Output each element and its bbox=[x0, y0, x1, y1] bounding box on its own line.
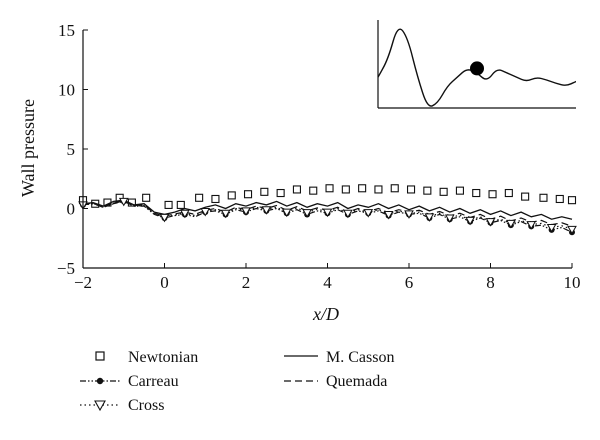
inset-diagram bbox=[377, 20, 577, 109]
legend-item-m-casson: M. Casson bbox=[284, 349, 394, 366]
data-point-cross bbox=[506, 219, 516, 229]
data-point-cross bbox=[180, 209, 190, 219]
data-point-cross bbox=[363, 209, 374, 218]
data-point-cross bbox=[200, 207, 211, 217]
data-point-newtonian bbox=[176, 200, 185, 209]
data-point-newtonian bbox=[325, 184, 334, 193]
y-tick-label: 15 bbox=[58, 21, 75, 40]
y-tick-label: −5 bbox=[57, 259, 75, 278]
legend-item-newtonian: Newtonian bbox=[95, 349, 198, 366]
data-point-cross bbox=[261, 206, 272, 215]
inset-probe-point bbox=[470, 61, 484, 76]
legend-marker-newtonian bbox=[95, 351, 105, 361]
data-point-newtonian bbox=[227, 191, 236, 200]
data-point-newtonian bbox=[164, 200, 173, 209]
legend-item-cross: Cross bbox=[80, 397, 164, 414]
x-tick-label: 4 bbox=[323, 273, 332, 292]
data-point-cross bbox=[567, 225, 577, 235]
data-point-newtonian bbox=[423, 186, 432, 195]
legend-item-carreau: Carreau bbox=[80, 373, 179, 390]
data-point-newtonian bbox=[243, 190, 253, 199]
x-tick-label: 8 bbox=[486, 273, 495, 292]
plot-area bbox=[78, 184, 577, 236]
data-point-cross bbox=[281, 208, 292, 218]
data-point-cross bbox=[241, 207, 251, 216]
data-point-newtonian bbox=[341, 185, 350, 194]
data-point-cross bbox=[118, 197, 129, 207]
x-tick-label: 10 bbox=[564, 273, 581, 292]
y-tick-label: 0 bbox=[67, 200, 76, 219]
data-point-newtonian bbox=[358, 184, 367, 193]
legend-label-carreau: Carreau bbox=[128, 373, 179, 390]
legend-label-m-casson: M. Casson bbox=[326, 349, 394, 366]
x-tick-label: 6 bbox=[405, 273, 414, 292]
y-tick-label: 10 bbox=[58, 81, 75, 100]
data-point-newtonian bbox=[539, 193, 548, 202]
y-axis-label: Wall pressure bbox=[18, 99, 38, 197]
data-point-newtonian bbox=[472, 188, 481, 198]
data-point-cross bbox=[485, 218, 496, 227]
legend-marker-carreau bbox=[96, 377, 104, 385]
legend-item-quemada: Quemada bbox=[284, 373, 387, 390]
data-point-cross bbox=[526, 221, 537, 230]
data-point-newtonian bbox=[142, 193, 151, 202]
x-axis-label: x/D bbox=[312, 304, 339, 324]
data-point-cross bbox=[220, 209, 231, 219]
x-tick-label: 2 bbox=[242, 273, 251, 292]
y-tick-label: 5 bbox=[67, 140, 76, 159]
data-point-newtonian bbox=[521, 192, 530, 201]
legend-label-cross: Cross bbox=[128, 397, 164, 414]
legend-label-newtonian: Newtonian bbox=[128, 349, 198, 366]
data-point-newtonian bbox=[195, 193, 204, 202]
data-point-newtonian bbox=[455, 186, 464, 195]
data-point-cross bbox=[343, 209, 353, 219]
legend: Newtonian Carreau Cross M. Casson Quemad… bbox=[80, 349, 394, 414]
data-point-newtonian bbox=[260, 187, 269, 196]
data-point-newtonian bbox=[276, 188, 285, 198]
data-point-newtonian bbox=[390, 184, 399, 193]
legend-label-quemada: Quemada bbox=[326, 373, 387, 390]
legend-marker-cross bbox=[94, 400, 106, 412]
data-point-cross bbox=[404, 210, 414, 219]
x-tick-label: −2 bbox=[74, 273, 92, 292]
data-point-cross bbox=[546, 224, 557, 233]
data-point-newtonian bbox=[555, 194, 564, 204]
data-point-cross bbox=[159, 213, 170, 223]
data-point-cross bbox=[383, 210, 394, 220]
axes: −2 0 2 4 6 8 10 −5 0 5 10 15 bbox=[57, 21, 581, 292]
data-point-cross bbox=[444, 214, 455, 224]
data-point-newtonian bbox=[504, 188, 513, 198]
series-newtonian bbox=[78, 184, 577, 209]
data-point-newtonian bbox=[374, 185, 383, 194]
data-point-cross bbox=[424, 213, 435, 222]
data-point-cross bbox=[322, 208, 333, 218]
series-cross bbox=[78, 197, 577, 235]
data-point-newtonian bbox=[406, 185, 416, 194]
data-point-newtonian bbox=[567, 196, 577, 205]
x-tick-label: 0 bbox=[160, 273, 169, 292]
data-point-newtonian bbox=[488, 190, 497, 199]
data-point-newtonian bbox=[292, 185, 301, 194]
data-point-cross bbox=[302, 209, 312, 218]
data-point-cross bbox=[465, 216, 475, 226]
data-point-newtonian bbox=[211, 194, 220, 204]
data-point-newtonian bbox=[439, 187, 448, 196]
data-point-newtonian bbox=[309, 186, 318, 195]
